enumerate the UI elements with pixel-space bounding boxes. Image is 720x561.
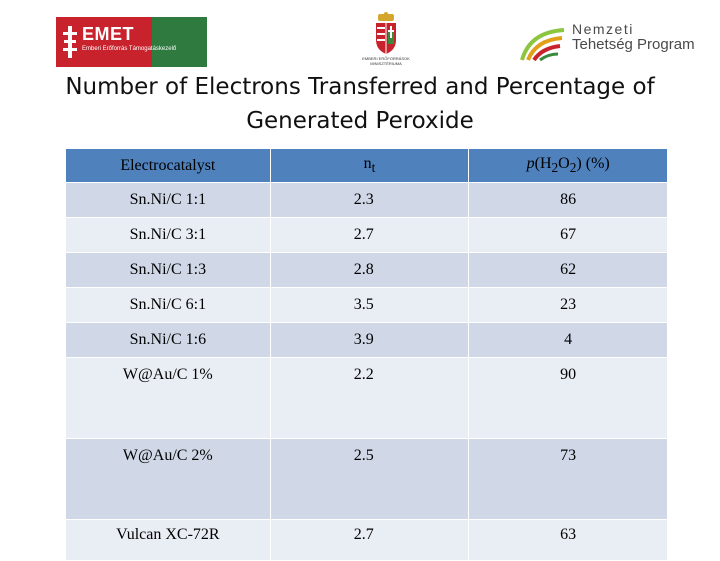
header-nt-subscript: t (371, 160, 376, 176)
hungarian-crest-logo: EMBERI ERŐFORRÁSOK MINISZTÉRIUMA (358, 12, 414, 72)
header-peroxide: p(H2O2) (%) (468, 148, 668, 183)
cell-nt: 3.5 (269, 287, 470, 323)
table-row: W@Au/C 2% 2.5 73 (65, 438, 668, 520)
emet-logo-subtitle: Emberi Erőforrás Támogatáskezelő (82, 46, 177, 52)
header-peroxide-sub2: 2 (569, 160, 577, 176)
cell-peroxide: 4 (468, 322, 668, 358)
slide-title: Number of Electrons Transferred and Perc… (65, 74, 655, 134)
cell-peroxide: 73 (468, 438, 668, 520)
table-row: Sn.Ni/C 6:1 3.5 23 (65, 287, 668, 323)
header-peroxide-sub1: 2 (551, 160, 559, 176)
cell-peroxide: 62 (468, 252, 668, 288)
table-row: Sn.Ni/C 1:1 2.3 86 (65, 182, 668, 218)
cell-peroxide: 90 (468, 357, 668, 439)
header-nt: nt (269, 148, 470, 183)
cell-nt: 3.9 (269, 322, 470, 358)
header-nt-base: n (363, 154, 372, 172)
cell-peroxide: 86 (468, 182, 668, 218)
table-row: W@Au/C 1% 2.2 90 (65, 357, 668, 439)
cell-catalyst: Sn.Ni/C 1:6 (65, 322, 271, 358)
swirl-icon (520, 28, 565, 62)
emet-emblem-icon (63, 26, 77, 58)
cell-peroxide: 67 (468, 217, 668, 253)
cell-peroxide: 63 (468, 519, 668, 561)
crest-caption: EMBERI ERŐFORRÁSOK MINISZTÉRIUMA (362, 56, 410, 66)
table-header-row: Electrocatalyst nt p(H2O2) (%) (65, 148, 668, 183)
cell-nt: 2.7 (269, 217, 470, 253)
cell-nt: 2.2 (269, 357, 470, 439)
emet-logo: EMET Emberi Erőforrás Támogatáskezelő (56, 17, 207, 67)
table-row: Sn.Ni/C 1:3 2.8 62 (65, 252, 668, 288)
crest-icon (376, 12, 396, 54)
header-peroxide-mid: O (558, 154, 570, 172)
cell-catalyst: Vulcan XC-72R (65, 519, 271, 561)
cell-peroxide: 23 (468, 287, 668, 323)
emet-logo-green-block (152, 17, 207, 67)
header-electrocatalyst: Electrocatalyst (65, 148, 271, 183)
emet-logo-red-block: EMET Emberi Erőforrás Támogatáskezelő (56, 17, 176, 67)
cell-nt: 2.5 (269, 438, 470, 520)
table-row: Vulcan XC-72R 2.7 63 (65, 519, 668, 561)
ntp-logo-line1: Nemzeti (572, 21, 634, 37)
cell-catalyst: Sn.Ni/C 3:1 (65, 217, 271, 253)
cell-catalyst: W@Au/C 2% (65, 438, 271, 520)
table-row: Sn.Ni/C 1:6 3.9 4 (65, 322, 668, 358)
emet-logo-name: EMET (82, 24, 135, 44)
ntp-logo-line2: Tehetség Program (572, 36, 695, 53)
cell-catalyst: W@Au/C 1% (65, 357, 271, 439)
cell-catalyst: Sn.Ni/C 6:1 (65, 287, 271, 323)
header-peroxide-p: p (526, 154, 535, 172)
cell-catalyst: Sn.Ni/C 1:1 (65, 182, 271, 218)
ntp-logo: Nemzeti Tehetség Program (520, 18, 695, 62)
cell-nt: 2.7 (269, 519, 470, 561)
header-peroxide-close: ) (%) (576, 154, 610, 172)
cell-catalyst: Sn.Ni/C 1:3 (65, 252, 271, 288)
table-row: Sn.Ni/C 3:1 2.7 67 (65, 217, 668, 253)
cell-nt: 2.8 (269, 252, 470, 288)
header-peroxide-open: (H (534, 154, 552, 172)
results-table: Electrocatalyst nt p(H2O2) (%) Sn.Ni/C 1… (65, 148, 668, 561)
cell-nt: 2.3 (269, 182, 470, 218)
